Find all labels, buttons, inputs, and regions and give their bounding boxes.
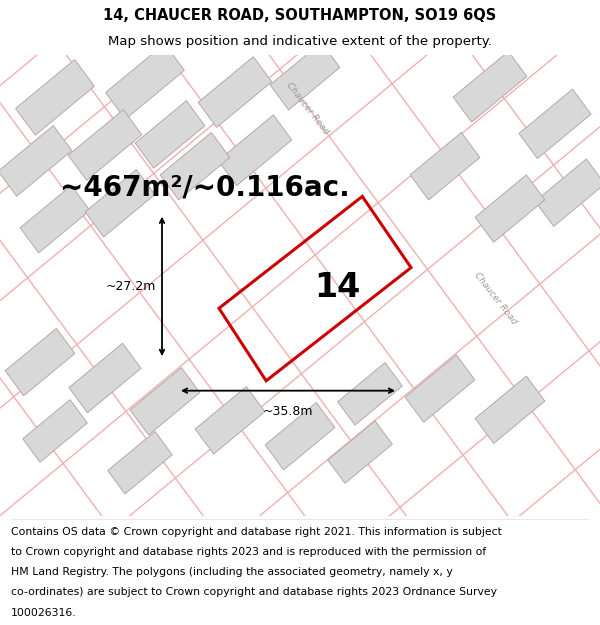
Polygon shape [106, 44, 184, 119]
Polygon shape [20, 186, 90, 253]
Text: 14, CHAUCER ROAD, SOUTHAMPTON, SO19 6QS: 14, CHAUCER ROAD, SOUTHAMPTON, SO19 6QS [103, 8, 497, 23]
Text: 100026316.: 100026316. [11, 608, 76, 618]
Polygon shape [475, 175, 545, 242]
Polygon shape [195, 387, 265, 454]
Text: Chaucer Road: Chaucer Road [472, 271, 518, 326]
Polygon shape [23, 399, 87, 462]
Polygon shape [69, 343, 141, 412]
Polygon shape [198, 57, 272, 128]
Polygon shape [405, 355, 475, 422]
Polygon shape [453, 51, 527, 122]
Text: co-ordinates) are subject to Crown copyright and database rights 2023 Ordnance S: co-ordinates) are subject to Crown copyr… [11, 588, 497, 598]
Text: 14: 14 [314, 271, 360, 304]
Text: ~467m²/~0.116ac.: ~467m²/~0.116ac. [60, 173, 350, 201]
Polygon shape [535, 159, 600, 226]
Polygon shape [270, 42, 340, 110]
Polygon shape [85, 169, 155, 237]
Text: ~27.2m: ~27.2m [106, 280, 156, 293]
Polygon shape [130, 368, 200, 435]
Polygon shape [5, 328, 75, 396]
Text: ~35.8m: ~35.8m [263, 406, 313, 419]
Text: HM Land Registry. The polygons (including the associated geometry, namely x, y: HM Land Registry. The polygons (includin… [11, 567, 452, 577]
Polygon shape [338, 362, 402, 425]
Text: Map shows position and indicative extent of the property.: Map shows position and indicative extent… [108, 35, 492, 48]
Text: Contains OS data © Crown copyright and database right 2021. This information is : Contains OS data © Crown copyright and d… [11, 526, 502, 536]
Polygon shape [410, 132, 480, 200]
Polygon shape [0, 126, 72, 196]
Text: Chaucer Road: Chaucer Road [284, 80, 330, 136]
Text: to Crown copyright and database rights 2023 and is reproduced with the permissio: to Crown copyright and database rights 2… [11, 547, 486, 557]
Polygon shape [16, 59, 94, 135]
Polygon shape [265, 402, 335, 470]
Polygon shape [108, 431, 172, 494]
Polygon shape [519, 89, 591, 159]
Polygon shape [218, 115, 292, 186]
Polygon shape [160, 132, 230, 200]
Polygon shape [68, 109, 142, 181]
Polygon shape [135, 101, 205, 168]
Polygon shape [328, 421, 392, 483]
Polygon shape [475, 376, 545, 444]
